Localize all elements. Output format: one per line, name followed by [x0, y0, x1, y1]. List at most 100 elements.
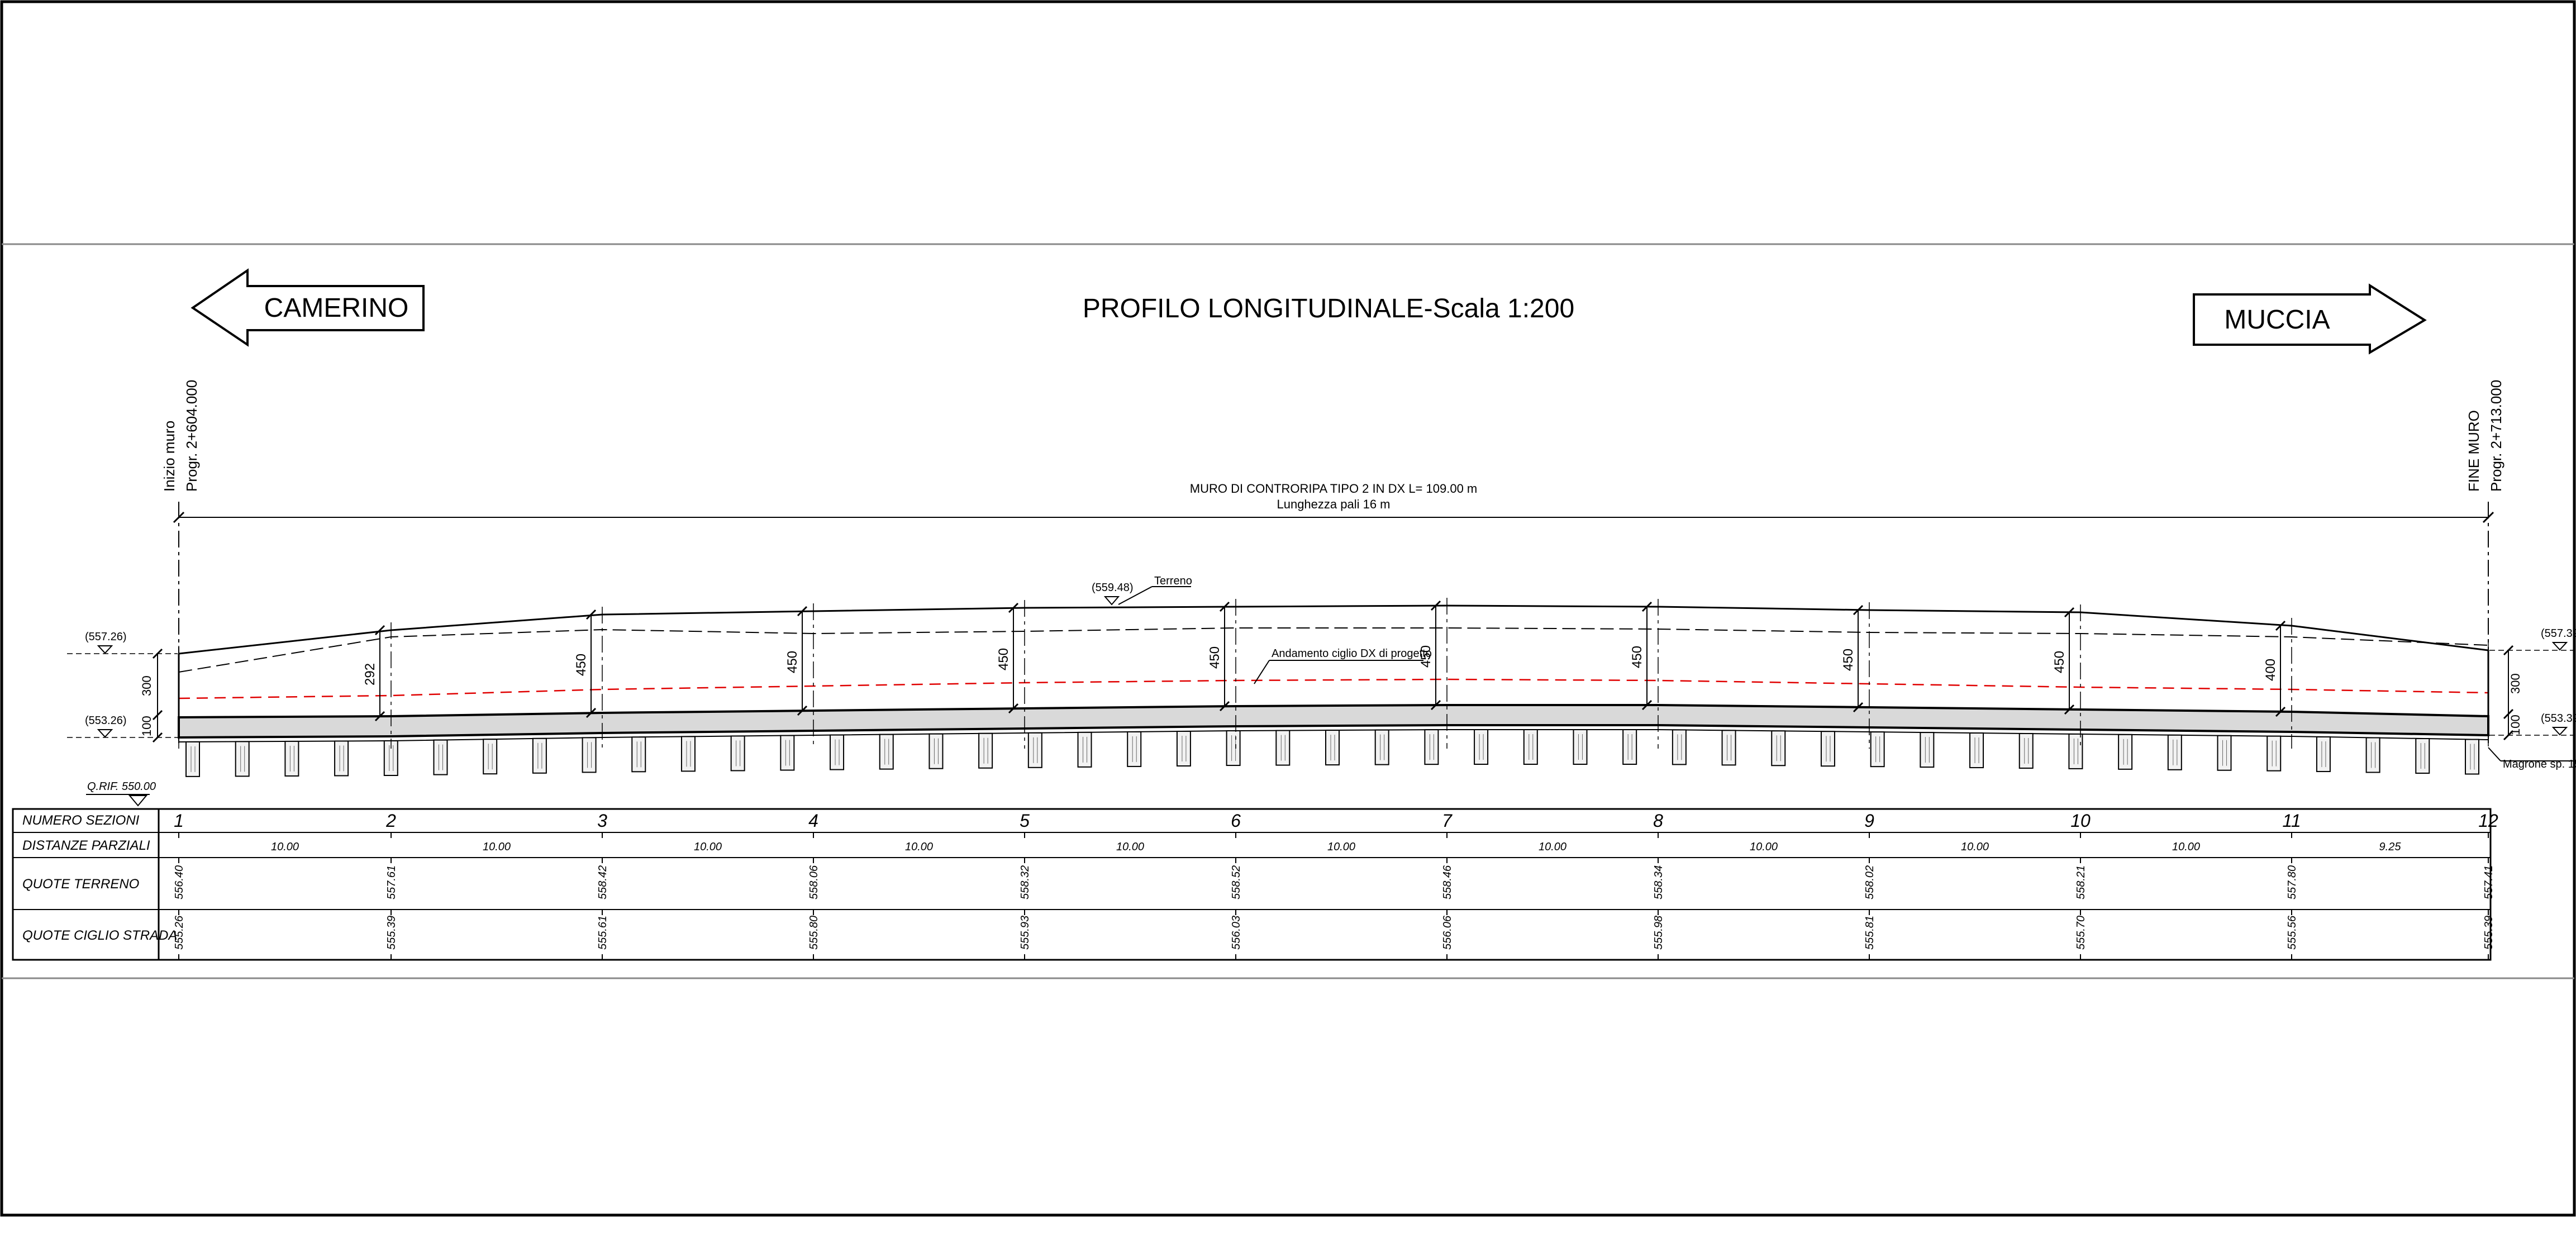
end-marker: FINE MURO Progr. 2+713.000	[2465, 380, 2504, 743]
right-height-dim: 300	[2508, 673, 2522, 694]
section-height-dim: 450	[785, 651, 800, 673]
section-dim-tick	[585, 609, 597, 620]
right-dimension-tick	[2503, 708, 2514, 720]
pile-shaft	[1870, 731, 1885, 768]
reference-level: Q.RIF. 550.00	[86, 780, 156, 807]
pile-shaft	[1374, 729, 1389, 765]
pile	[978, 732, 993, 769]
terrain-level-label: (559.48)	[1092, 582, 1134, 594]
section-dim-tick	[797, 705, 808, 716]
pile	[1226, 730, 1241, 767]
pile-shaft	[2465, 739, 2479, 775]
pile	[433, 739, 448, 775]
pile	[1870, 731, 1885, 768]
distance-value: 10.00	[2172, 841, 2200, 853]
pile-shaft	[2018, 732, 2034, 769]
section-dim-tick	[2275, 706, 2286, 717]
road-value: 555.26	[173, 915, 185, 950]
pile-shaft	[532, 737, 547, 774]
pile-shaft	[235, 741, 250, 777]
wall-body	[178, 604, 2489, 742]
right-level-marks: (557.39) (553.39) 300 100	[2489, 627, 2576, 741]
pile-row	[185, 729, 2479, 777]
pile	[185, 741, 200, 777]
left-bottom-level-icon	[97, 729, 113, 738]
terrain-value: 557.80	[2286, 865, 2298, 899]
pile	[1027, 732, 1042, 768]
pile-shaft	[2118, 734, 2133, 770]
table-cells: 1 556.40 555.26 10.00 2 557.61 555.39 10.00 3 558…	[173, 811, 2498, 960]
section-dim-tick	[374, 711, 385, 722]
pile	[1127, 731, 1142, 767]
road-value: 555.56	[2286, 915, 2298, 950]
pile-shaft	[928, 733, 944, 769]
right-arrow-icon	[2193, 283, 2427, 355]
road-edge-annotation: Andamento ciglio DX di progetto	[1254, 648, 1432, 684]
section-height-dim: 450	[2052, 651, 2067, 673]
wall-dimension-tick-right	[2482, 511, 2494, 523]
section-dim-tick	[797, 606, 808, 617]
pile-shaft	[1176, 730, 1191, 767]
section-height-dim: 450	[996, 648, 1011, 670]
section-dim-tick	[1853, 604, 1864, 616]
start-marker-line2: Progr. 2+604.000	[183, 380, 200, 492]
section-dim-tick	[1008, 703, 1019, 714]
pile-shaft	[1523, 729, 1538, 765]
pile-shaft	[830, 734, 845, 770]
pile-shaft	[1325, 730, 1340, 766]
pile-shaft	[185, 741, 200, 777]
section-dim-tick	[2064, 704, 2075, 715]
direction-arrow-left: CAMERINO	[191, 268, 425, 347]
end-marker-line1: FINE MURO	[2465, 410, 2482, 492]
section-dim-tick	[1853, 702, 1864, 713]
section-height-dim: 450	[574, 654, 589, 676]
pile	[1077, 731, 1092, 768]
section-dim-tick	[585, 707, 597, 718]
pile	[2465, 739, 2479, 775]
terrain-value: 556.40	[173, 865, 185, 899]
section-number: 3	[597, 811, 607, 831]
right-dimension-tick	[2503, 645, 2514, 656]
pile-shaft	[730, 735, 745, 772]
reference-marker-icon	[128, 795, 148, 807]
pile	[1672, 729, 1687, 765]
section-dim-tick	[1219, 601, 1230, 612]
distance-value: 10.00	[483, 841, 511, 853]
pile-shaft	[2316, 736, 2331, 772]
pile	[1969, 732, 1984, 769]
table-frame	[12, 808, 2492, 961]
pile	[334, 740, 349, 777]
section-height-dim: 450	[1207, 646, 1222, 669]
pile	[631, 736, 646, 773]
pile-shaft	[2415, 737, 2430, 774]
pile	[1523, 729, 1538, 765]
pile-shaft	[1027, 732, 1042, 768]
pile	[235, 741, 250, 777]
road-value: 555.81	[1864, 916, 1876, 950]
magrone-line	[178, 729, 2489, 742]
road-edge-label: Andamento ciglio DX di progetto	[1272, 648, 1432, 660]
terrain-value: 557.61	[385, 865, 398, 899]
pile-shaft	[483, 739, 498, 775]
pile	[2217, 735, 2232, 771]
pile-shaft	[1771, 730, 1786, 767]
pile	[879, 734, 894, 770]
pile	[582, 737, 597, 773]
pile-shaft	[680, 736, 696, 772]
distance-value: 10.00	[1750, 841, 1778, 853]
section-dim-tick	[374, 625, 385, 636]
section-dim-tick	[1430, 600, 1441, 611]
pile	[1920, 732, 1935, 768]
pile-shaft	[2267, 735, 2282, 772]
terrain-value: 557.41	[2483, 865, 2495, 899]
section-number: 9	[1864, 811, 1874, 831]
section-number: 7	[1442, 811, 1453, 831]
section-number: 6	[1231, 811, 1241, 831]
pile	[780, 735, 795, 771]
section-number: 10	[2070, 811, 2091, 831]
magrone-leader	[2488, 747, 2501, 761]
pile-shaft	[1920, 732, 1935, 768]
direction-left-label: CAMERINO	[264, 293, 409, 323]
pile-shaft	[582, 737, 597, 773]
